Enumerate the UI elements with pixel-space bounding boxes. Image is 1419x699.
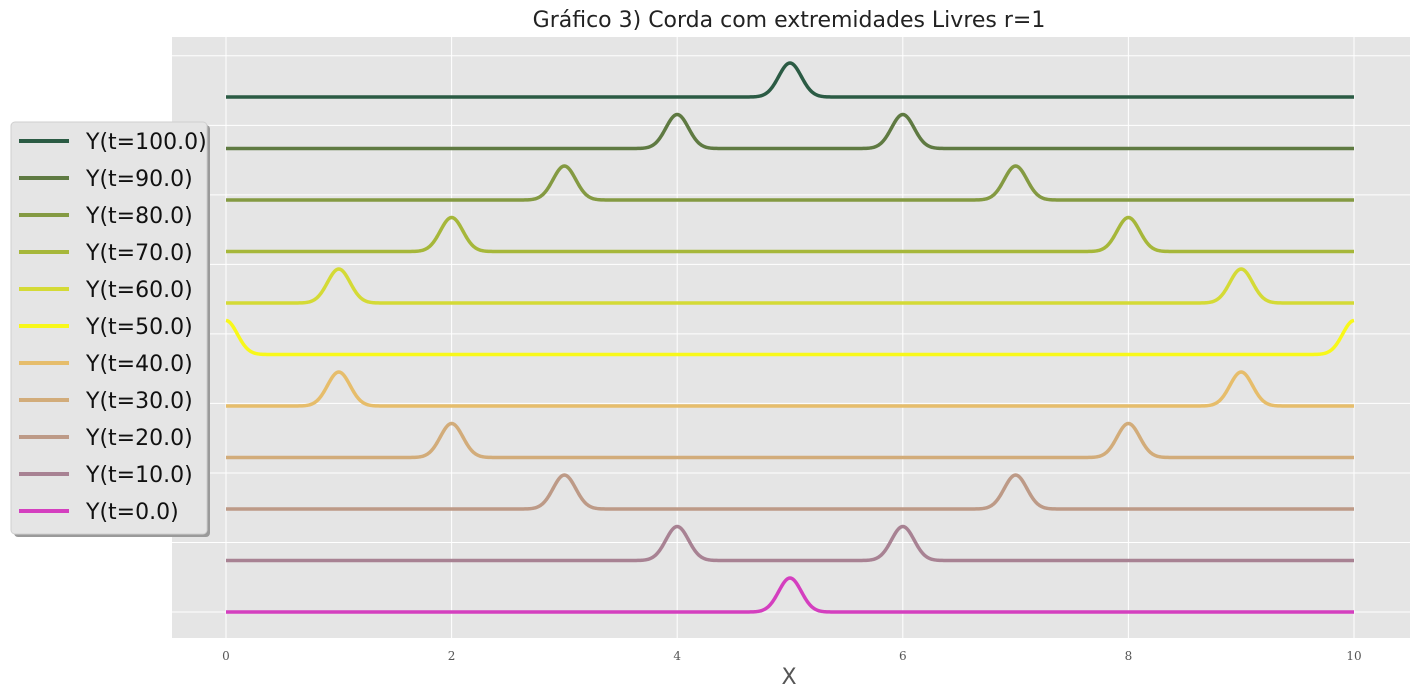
legend-entry-label: Y(t=100.0) [85, 130, 207, 155]
series-line [225, 524, 1355, 563]
legend-entry-label: Y(t=90.0) [85, 167, 193, 192]
x-tick-label: 8 [1125, 649, 1133, 663]
legend-entry-label: Y(t=30.0) [85, 389, 193, 414]
x-tick-label: 6 [899, 649, 907, 663]
series-line [225, 473, 1355, 511]
x-tick-label: 2 [448, 649, 456, 663]
legend-entry-label: Y(t=20.0) [85, 426, 193, 451]
series-line [225, 61, 1355, 99]
legend-box [10, 121, 208, 535]
series-line [225, 112, 1355, 151]
grid [172, 37, 1410, 638]
series-line [225, 267, 1355, 305]
x-tick-label: 4 [673, 649, 681, 663]
x-tick-label: 0 [222, 649, 230, 663]
legend: Y(t=100.0) Y(t=90.0) Y(t=80.0) Y(t=70.0) Y(t… [10, 121, 210, 537]
series-lines [225, 61, 1355, 614]
legend-entry-label: Y(t=10.0) [85, 463, 193, 488]
legend-entry-label: Y(t=70.0) [85, 241, 193, 266]
series-line [225, 421, 1355, 460]
x-tick-label: 10 [1346, 649, 1361, 663]
series-line [225, 576, 1355, 614]
plot-area [172, 37, 1410, 638]
series-line [225, 370, 1355, 408]
legend-entry-label: Y(t=80.0) [85, 204, 193, 229]
legend-entry-label: Y(t=50.0) [85, 315, 193, 340]
x-tick-labels: 0 2 4 6 8 10 [222, 649, 1361, 663]
chart-title: Gráfico 3) Corda com extremidades Livres… [533, 8, 1046, 33]
legend-entry-label: Y(t=0.0) [85, 500, 179, 525]
legend-entry-label: Y(t=60.0) [85, 278, 193, 303]
legend-entry-label: Y(t=40.0) [85, 352, 193, 377]
series-line [225, 164, 1355, 202]
series-line [225, 215, 1355, 254]
x-axis-label: X [781, 665, 796, 690]
series-line [225, 318, 1355, 357]
